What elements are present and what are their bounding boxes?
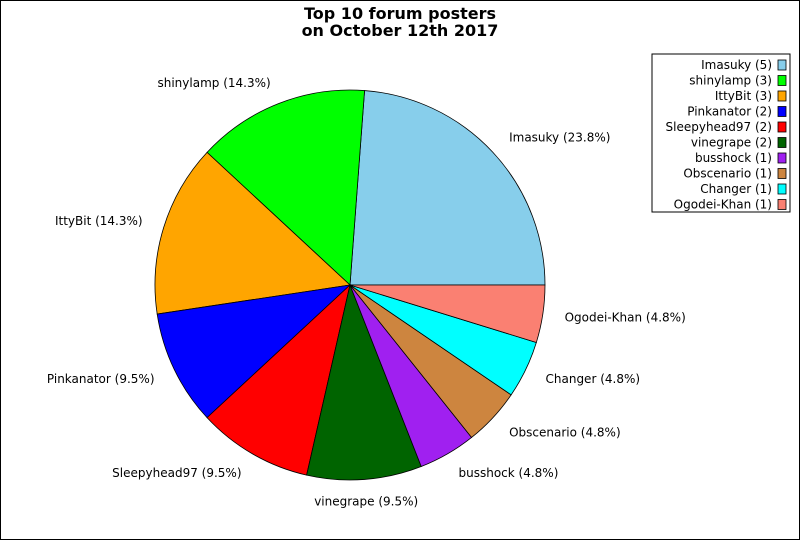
pie-slice-pinkanator [156,284,352,419]
chart-title-line-2: on October 12th 2017 [302,21,499,40]
legend-label-vinegrape: vinegrape (2) [691,136,772,150]
legend-label-ogodei-khan: Ogodei-Khan (1) [674,198,772,212]
legend-label-obscenario: Obscenario (1) [683,167,772,181]
slice-label-pinkanator: Pinkanator (9.5%) [47,372,155,386]
slice-label-busshock: busshock (4.8%) [459,466,559,480]
legend-swatch-changer [777,183,787,195]
pie-slice-vinegrape [306,283,422,481]
legend-swatch-ittybit [777,90,787,102]
legend-swatch-pinkanator [777,106,787,117]
legend-label-pinkanator: Pinkanator (2) [687,105,772,119]
slice-label-shinylamp: shinylamp (14.3%) [157,76,270,90]
legend-label-shinylamp: shinylamp (3) [689,74,772,88]
legend-label-ittybit: IttyBit (3) [715,89,772,103]
pie-slice-shinylamp [206,89,365,286]
legend-swatch-busshock [777,152,787,164]
legend-swatch-vinegrape [777,137,787,148]
legend-swatch-shinylamp [777,75,787,86]
pie-slice-imasuky [349,90,546,286]
slice-label-changer: Changer (4.8%) [546,372,641,386]
legend-box [651,53,791,213]
legend-swatch-ogodei-khan [777,199,787,210]
legend-label-sleepyhead97: Sleepyhead97 (2) [666,120,772,134]
pie-slice-sleepyhead97 [206,283,351,476]
slice-label-vinegrape: vinegrape (9.5%) [314,494,418,508]
slice-label-obscenario: Obscenario (4.8%) [509,426,621,440]
slice-label-imasuky: Imasuky (23.8%) [509,130,610,144]
pie-slices [154,89,546,481]
legend: Imasuky (5) shinylamp (3)IttyBit (3) Pinka… [651,53,791,213]
pie-slice-ogodei-khan [349,284,546,343]
pie-slice-labels: Imasuky (23.8%) shinylamp (14.3%) IttyBit … [47,76,686,508]
legend-swatch-imasuky [777,59,787,71]
chart-title-line-1: Top 10 forum posters [304,4,496,23]
legend-label-imasuky: Imasuky (5) [701,58,772,72]
legend-label-busshock: busshock (1) [695,151,772,165]
slice-label-sleepyhead97: Sleepyhead97 (9.5%) [112,466,241,480]
slice-label-ogodei-khan: Ogodei-Khan (4.8%) [565,310,686,324]
legend-swatch-sleepyhead97 [777,121,787,133]
slice-label-ittybit: IttyBit (14.3%) [55,214,143,228]
legend-swatch-obscenario [777,168,787,179]
pie-slice-ittybit [154,151,351,315]
legend-label-changer: Changer (1) [700,182,772,196]
